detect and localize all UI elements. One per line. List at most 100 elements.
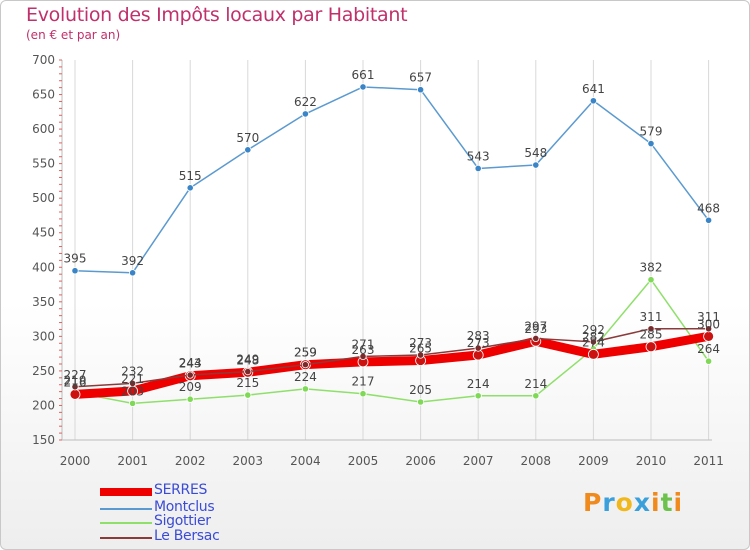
data-label-sigottier-2000: 219 [64, 373, 87, 387]
x-tick-label-2007: 2007 [463, 454, 494, 468]
point-sigottier-2008 [532, 392, 540, 400]
y-tick-label-600: 600 [32, 122, 55, 136]
point-sigottier-2006 [416, 398, 425, 406]
data-label-serres-2009: 274 [582, 335, 605, 349]
point-montclus-2008 [532, 161, 540, 169]
data-label-serres-2007: 273 [467, 336, 490, 350]
logo-letter-r: r [602, 488, 616, 517]
data-label-montclus-2010: 579 [640, 125, 663, 139]
y-tick-label-150: 150 [32, 433, 55, 447]
data-label-le-bersac-2005: 271 [352, 337, 375, 351]
point-montclus-2005 [359, 83, 367, 91]
point-sigottier-2007 [474, 392, 482, 400]
series-line-montclus [74, 86, 710, 274]
y-tick-label-700: 700 [32, 53, 55, 67]
data-label-sigottier-2004: 224 [294, 370, 317, 384]
data-label-serres-2008: 293 [524, 322, 547, 336]
point-le-bersac-2004 [301, 361, 309, 369]
data-label-sigottier-2001: 203 [121, 384, 144, 398]
series-line-serres [70, 331, 714, 399]
x-tick-label-2000: 2000 [60, 454, 91, 468]
data-label-le-bersac-2007: 283 [467, 329, 490, 343]
data-label-sigottier-2007: 214 [467, 377, 490, 391]
data-label-sigottier-2011: 264 [697, 342, 720, 356]
data-label-serres-2005: 263 [352, 343, 375, 357]
logo-letter-i2: i [673, 488, 684, 517]
x-tick-label-2004: 2004 [290, 454, 321, 468]
y-tick-label-550: 550 [32, 157, 55, 171]
point-le-bersac-2005 [359, 352, 367, 360]
data-label-serres-2010: 285 [640, 328, 663, 342]
legend-label-sigottier: Sigottier [154, 513, 211, 529]
point-serres-2000 [69, 388, 81, 400]
data-label-montclus-2004: 622 [294, 95, 317, 109]
series-line-sigottier [74, 278, 710, 405]
point-montclus-2001 [129, 269, 137, 277]
legend-swatch-serres [100, 488, 152, 496]
x-tick-label-2011: 2011 [693, 454, 724, 468]
x-tick-label-2010: 2010 [636, 454, 667, 468]
data-label-sigottier-2009: 282 [582, 330, 605, 344]
point-le-bersac-2009 [589, 338, 598, 346]
data-label-sigottier-2003: 215 [236, 376, 259, 390]
point-sigottier-2004 [301, 385, 309, 393]
data-label-le-bersac-2000: 227 [64, 368, 87, 382]
data-label-serres-2011: 300 [697, 317, 720, 331]
x-tick-label-2005: 2005 [348, 454, 379, 468]
logo-letter-x: x [633, 488, 651, 517]
legend-swatch-le-bersac [100, 537, 152, 539]
data-label-serres-2000: 216 [64, 375, 87, 389]
data-label-le-bersac-2009: 292 [582, 323, 605, 337]
data-label-montclus-2002: 515 [179, 169, 202, 183]
point-le-bersac-2006 [416, 351, 425, 359]
point-montclus-2003 [244, 146, 252, 154]
point-sigottier-2011 [704, 357, 713, 365]
data-label-serres-2003: 248 [236, 353, 259, 367]
y-tick-label-400: 400 [32, 260, 55, 274]
data-label-le-bersac-2003: 249 [236, 353, 259, 367]
point-montclus-2000 [71, 267, 79, 275]
point-le-bersac-2007 [474, 344, 482, 352]
point-le-bersac-2008 [532, 334, 540, 343]
x-tick-label-2008: 2008 [521, 454, 552, 468]
series-line-le-bersac [74, 328, 710, 388]
legend-label-serres: SERRES [154, 482, 208, 498]
data-label-serres-2002: 243 [179, 357, 202, 371]
data-label-sigottier-2005: 217 [352, 375, 375, 389]
x-tick-label-2009: 2009 [578, 454, 609, 468]
data-label-sigottier-2002: 209 [179, 380, 202, 394]
x-tick-label-2003: 2003 [233, 454, 264, 468]
x-tick-label-2006: 2006 [405, 454, 436, 468]
y-tick-label-250: 250 [32, 364, 55, 378]
data-label-le-bersac-2010: 311 [640, 310, 663, 324]
point-montclus-2009 [589, 97, 598, 105]
point-sigottier-2010 [647, 276, 655, 284]
chart-title: Evolution des Impôts locaux par Habitant [26, 4, 408, 26]
data-label-sigottier-2006: 205 [409, 383, 432, 397]
data-label-montclus-2011: 468 [697, 201, 720, 215]
data-label-le-bersac-2006: 273 [409, 336, 432, 350]
data-label-montclus-2001: 392 [121, 254, 144, 268]
y-tick-label-350: 350 [32, 295, 55, 309]
point-serres-2010 [645, 341, 657, 353]
point-montclus-2002 [186, 184, 194, 192]
data-label-le-bersac-2002: 244 [179, 356, 202, 370]
data-label-montclus-2008: 548 [524, 146, 547, 160]
point-serres-2009 [588, 348, 599, 360]
data-label-montclus-2000: 395 [64, 252, 87, 266]
logo-letter-i: i [651, 488, 661, 517]
point-le-bersac-2011 [704, 325, 713, 333]
x-tick-label-2002: 2002 [175, 454, 206, 468]
data-label-serres-2001: 221 [121, 372, 144, 386]
point-montclus-2011 [704, 216, 713, 224]
point-le-bersac-2001 [129, 379, 137, 387]
legend-label-montclus: Montclus [154, 499, 215, 515]
data-label-montclus-2007: 543 [467, 149, 490, 163]
data-label-le-bersac-2008: 297 [524, 319, 547, 333]
point-le-bersac-2010 [647, 325, 655, 333]
point-sigottier-2002 [186, 395, 194, 403]
point-le-bersac-2002 [186, 371, 194, 379]
point-montclus-2004 [301, 110, 309, 118]
point-sigottier-2003 [244, 391, 252, 399]
